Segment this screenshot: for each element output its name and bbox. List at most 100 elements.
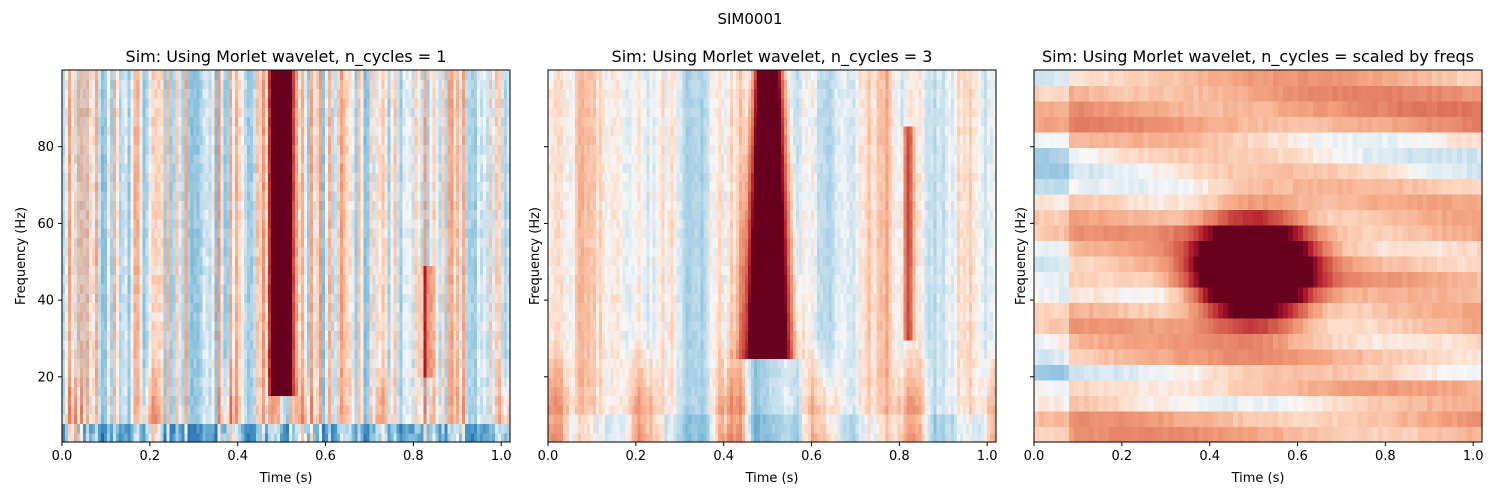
heatmap-cell — [118, 432, 123, 443]
heatmap-cell — [82, 414, 87, 424]
heatmap-cell — [441, 367, 445, 378]
heatmap-cell — [357, 311, 362, 322]
heatmap-cell — [372, 311, 377, 322]
heatmap-cell — [178, 376, 183, 387]
heatmap-cell — [438, 414, 442, 424]
heatmap-cell — [441, 414, 445, 424]
heatmap-cell — [154, 376, 159, 387]
heatmap-cell — [411, 330, 416, 341]
heatmap-cell — [286, 395, 290, 406]
heatmap-cell — [396, 386, 401, 397]
heatmap-cell — [226, 395, 230, 406]
heatmap-cell — [211, 432, 215, 443]
heatmap-cell — [333, 321, 338, 331]
heatmap-cell — [124, 311, 129, 322]
heatmap-cell — [288, 432, 293, 443]
heatmap-cell — [366, 311, 371, 322]
heatmap-cell — [345, 321, 350, 331]
heatmap-cell — [456, 395, 460, 406]
heatmap-cell — [453, 432, 457, 443]
heatmap-cell — [274, 432, 278, 443]
heatmap-cell — [199, 404, 203, 415]
heatmap-cell — [405, 367, 410, 378]
heatmap-cell — [309, 395, 314, 406]
heatmap-cell — [181, 349, 186, 359]
heatmap-cell — [145, 376, 150, 387]
heatmap-cell — [199, 321, 203, 331]
heatmap-cell — [148, 414, 153, 424]
heatmap-cell — [432, 358, 436, 369]
heatmap-cell — [327, 330, 332, 341]
heatmap-cell — [297, 358, 302, 369]
heatmap-cell — [205, 414, 209, 424]
heatmap-cell — [459, 395, 463, 406]
heatmap-cell — [462, 367, 466, 378]
heatmap-cell — [372, 358, 377, 369]
heatmap-cell — [265, 423, 269, 434]
heatmap-cell — [238, 395, 242, 406]
heatmap-cell — [85, 311, 90, 322]
heatmap-cell — [166, 414, 171, 424]
heatmap-cell — [193, 432, 197, 443]
heatmap-cell — [300, 414, 305, 424]
heatmap-cell — [414, 386, 419, 397]
heatmap-cell — [288, 311, 293, 322]
heatmap-cell — [253, 376, 257, 387]
heatmap-cell — [211, 358, 215, 369]
heatmap-cell — [489, 395, 493, 406]
heatmap-cell — [480, 404, 484, 415]
heatmap-cell — [136, 376, 141, 387]
heatmap-cell — [441, 358, 445, 369]
heatmap-cell — [250, 404, 254, 415]
heatmap-cell — [229, 404, 233, 415]
heatmap-cell — [297, 414, 302, 424]
heatmap-cell — [160, 311, 165, 322]
heatmap-cell — [318, 311, 323, 322]
heatmap-cell — [130, 321, 135, 331]
heatmap-cell — [220, 339, 224, 350]
heatmap-cell — [259, 330, 263, 341]
heatmap-cell — [214, 349, 218, 359]
heatmap-cell — [97, 349, 102, 359]
heatmap-cell — [64, 376, 69, 387]
heatmap-cell — [118, 404, 123, 415]
heatmap-cell — [336, 321, 341, 331]
heatmap-cell — [381, 423, 386, 434]
heatmap-cell — [145, 321, 150, 331]
heatmap-cell — [283, 432, 287, 443]
heatmap-cell — [151, 404, 156, 415]
heatmap-cell — [330, 330, 335, 341]
heatmap-cell — [384, 395, 389, 406]
heatmap-cell — [106, 358, 111, 369]
heatmap-cell — [384, 386, 389, 397]
heatmap-cell — [432, 432, 436, 443]
heatmap-cell — [297, 349, 302, 359]
heatmap-cell — [136, 321, 141, 331]
heatmap-cell — [238, 404, 242, 415]
heatmap-cell — [64, 432, 69, 443]
heatmap-cell — [268, 414, 272, 424]
heatmap-cell — [169, 432, 174, 443]
heatmap-cell — [229, 432, 233, 443]
heatmap-cell — [312, 367, 317, 378]
heatmap-cell — [336, 367, 341, 378]
heatmap-cell — [271, 330, 275, 341]
heatmap-cell — [208, 386, 212, 397]
heatmap-cell — [345, 386, 350, 397]
heatmap-cell — [375, 404, 380, 415]
heatmap-cell — [417, 339, 421, 350]
heatmap-cell — [471, 367, 475, 378]
heatmap-cell — [208, 311, 212, 322]
heatmap-cell — [235, 414, 239, 424]
heatmap-cell — [115, 414, 120, 424]
heatmap-cell — [115, 367, 120, 378]
heatmap-cell — [250, 376, 254, 387]
heatmap-cell — [300, 367, 305, 378]
heatmap-cell — [486, 358, 490, 369]
heatmap-cell — [106, 349, 111, 359]
heatmap-cell — [88, 404, 93, 415]
heatmap-cell — [85, 423, 90, 434]
heatmap-cell — [241, 330, 245, 341]
heatmap-cell — [172, 367, 177, 378]
heatmap-cell — [315, 367, 320, 378]
